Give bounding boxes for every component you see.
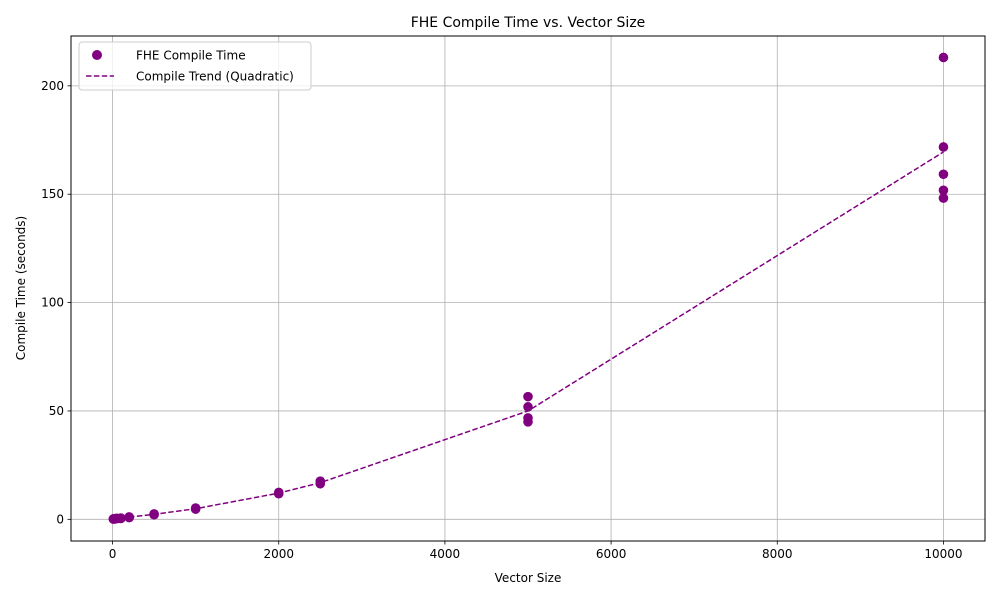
legend-label-trend: Compile Trend (Quadratic)	[136, 70, 294, 84]
data-point	[523, 391, 533, 402]
data-point	[938, 193, 949, 203]
y-axis-label: Compile Time (seconds)	[14, 216, 28, 361]
legend-box	[78, 41, 312, 91]
data-point	[938, 185, 949, 196]
x-tick-label: 0	[109, 547, 117, 561]
legend: FHE Compile Time Compile Trend (Quadrati…	[78, 41, 312, 91]
x-tick-label: 4000	[430, 547, 461, 561]
y-tick-label: 0	[56, 512, 64, 526]
x-tick-label: 6000	[596, 547, 627, 561]
grid	[71, 36, 985, 541]
y-tick-label: 150	[41, 187, 64, 201]
y-tick-label: 200	[41, 79, 64, 93]
chart-title: FHE Compile Time vs. Vector Size	[411, 15, 646, 31]
data-point	[124, 512, 134, 522]
data-point	[273, 487, 284, 498]
y-tick-label: 50	[49, 404, 64, 418]
data-point	[938, 52, 949, 63]
data-point	[315, 476, 326, 486]
data-point	[149, 509, 159, 519]
x-tick-label: 8000	[762, 547, 793, 561]
data-point	[523, 402, 533, 412]
legend-label-compile-time: FHE Compile Time	[136, 49, 246, 63]
x-axis-ticks: 0 2000 4000 6000 8000 10000	[109, 541, 963, 561]
data-point	[190, 503, 201, 513]
data-point	[523, 413, 533, 423]
x-tick-label: 10000	[924, 547, 962, 561]
scatter-points-layer	[108, 52, 949, 524]
y-axis-ticks: 0 50 100 150 200	[41, 79, 71, 526]
data-point	[116, 513, 126, 523]
data-point	[938, 169, 949, 180]
plot-area-frame	[70, 35, 986, 542]
y-tick-label: 100	[41, 296, 64, 310]
legend-scatter-marker	[92, 50, 102, 60]
x-tick-label: 2000	[263, 547, 294, 561]
data-point	[938, 142, 949, 152]
x-axis-label: Vector Size	[495, 571, 562, 585]
